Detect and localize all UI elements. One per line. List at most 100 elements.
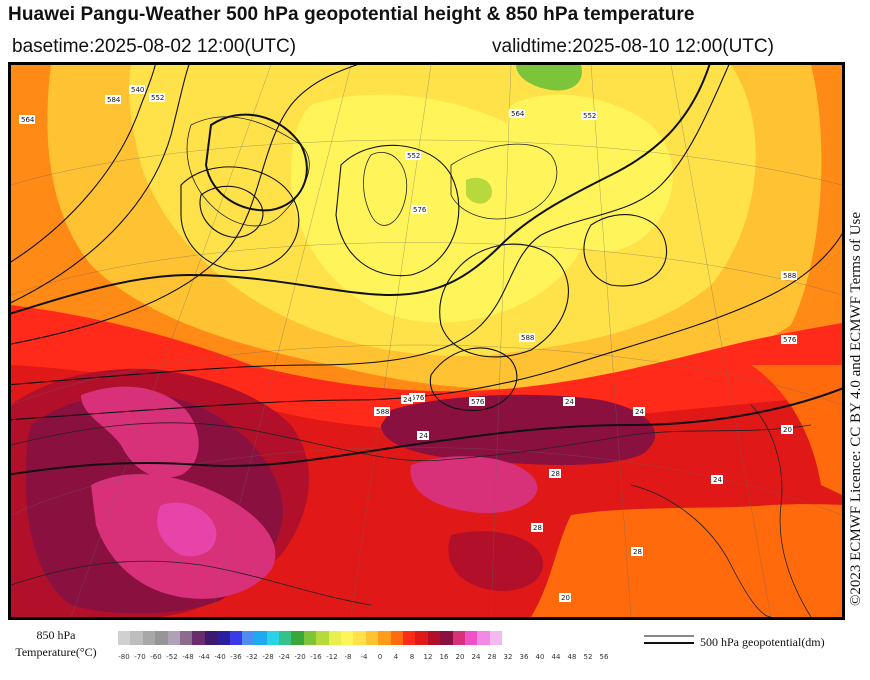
temp-label-7: 24 — [403, 396, 412, 404]
temp-label-6: 20 — [561, 594, 570, 602]
colorbar-tick-label: -16 — [310, 653, 322, 661]
colorbar-tick-label: 4 — [393, 653, 399, 661]
colorbar-tick-label: 28 — [487, 653, 497, 661]
height-label-12: 552 — [583, 112, 596, 120]
temp-label-9: 24 — [713, 476, 722, 484]
colorbar-swatch — [167, 631, 180, 645]
colorbar-swatch — [291, 631, 304, 645]
temp-label-1: 24 — [419, 432, 428, 440]
temp-field-magenta — [157, 502, 217, 557]
colorbar-tick-label: -40 — [214, 653, 226, 661]
height-labels: 588 576 588 564 552 540 552 576 588 564 … — [19, 85, 797, 416]
colorbar-swatch — [328, 631, 342, 645]
licence-text: ©2023 ECMWF Licence: CC BY 4.0 and ECMWF… — [848, 211, 864, 606]
colorbar-swatch — [378, 631, 391, 645]
colorbar-tick-label: 8 — [409, 653, 415, 661]
colorbar-tick-label: 32 — [503, 653, 513, 661]
temp-field-orange-south — [531, 504, 842, 617]
height-contours — [11, 65, 842, 421]
colorbar-swatch — [217, 631, 230, 645]
forecast-map: 588 576 588 564 552 540 552 576 588 564 … — [8, 62, 845, 620]
colorbar-swatch — [489, 631, 503, 645]
height-label-13: 576 — [411, 394, 425, 402]
height-label-7: 552 — [407, 152, 420, 160]
temp-label-10: 28 — [633, 548, 642, 556]
colorbar-swatch — [341, 631, 354, 645]
temp-field-maroon-east — [381, 394, 656, 465]
temp-labels: 24 24 24 28 28 20 24 20 24 28 — [401, 395, 793, 602]
temp-field-green-2 — [466, 177, 492, 204]
colorbar-swatch — [179, 631, 193, 645]
colorbar-tick-label: -52 — [166, 653, 178, 661]
colorbar-tick-label: -4 — [360, 653, 368, 661]
height-label-1: 588 — [376, 408, 389, 416]
legend-title-line2: Temperature(°C) — [15, 645, 97, 659]
colorbar-tick-label: 44 — [551, 653, 561, 661]
temp-field-pink — [81, 386, 199, 478]
temperature-colorbar — [118, 631, 503, 645]
colorbar-swatch — [415, 631, 428, 645]
colorbar-tick-label: -80 — [118, 653, 130, 661]
colorbar-swatch — [365, 631, 379, 645]
colorbar-tick-label: 0 — [377, 653, 383, 661]
colorbar-ticks: -80 -70 -60 -52 -48 -44 -40 -36 -32 -28 -24 -20 -16-… — [112, 653, 622, 665]
colorbar-tick-label: -12 — [326, 653, 338, 661]
contour-key-label: 500 hPa geopotential(dm) — [700, 635, 825, 649]
legend-title: 850 hPa Temperature(°C) — [6, 627, 106, 661]
colorbar-tick-label: -48 — [182, 653, 194, 661]
colorbar-swatch — [266, 631, 280, 645]
height-label-14: 584 — [107, 96, 121, 104]
colorbar-swatch — [464, 631, 478, 645]
colorbar-swatch — [440, 631, 453, 645]
colorbar-swatch — [142, 631, 156, 645]
colorbar-tick-label: -44 — [198, 653, 210, 661]
temp-label-4: 28 — [551, 470, 560, 478]
colorbar-swatch — [303, 631, 317, 645]
height-label-2: 576 — [471, 398, 485, 406]
temp-field-green — [516, 65, 582, 91]
colorbar-tick-label: 24 — [471, 653, 481, 661]
colorbar-tick-label: -70 — [134, 653, 146, 661]
validtime-label: validtime:2025-08-10 12:00(UTC) — [492, 36, 774, 57]
temp-field-pink-east — [410, 456, 538, 514]
height-label-3: 588 — [521, 334, 534, 342]
colorbar-swatch — [279, 631, 292, 645]
colorbar-swatch — [452, 631, 465, 645]
height-label-9: 588 — [783, 272, 796, 280]
height-label-4: 564 — [511, 110, 525, 118]
colorbar-tick-label: -8 — [344, 653, 352, 661]
height-contours-bold — [11, 65, 842, 476]
legend-title-line1: 850 hPa — [36, 628, 76, 642]
colorbar-swatch — [254, 631, 267, 645]
colorbar-swatch — [316, 631, 329, 645]
colorbar-tick-label: -32 — [246, 653, 258, 661]
colorbar-tick-label: 40 — [535, 653, 545, 661]
height-label-8: 576 — [413, 206, 427, 214]
colorbar-tick-label: 20 — [455, 653, 465, 661]
temp-field-light-yellow-2 — [507, 94, 673, 252]
height-label-5: 552 — [151, 94, 164, 102]
chart-title: Huawei Pangu-Weather 500 hPa geopotentia… — [8, 4, 695, 25]
height-label-6: 540 — [131, 86, 144, 94]
colorbar-tick-label: 12 — [423, 653, 433, 661]
colorbar-swatch — [390, 631, 403, 645]
colorbar-swatch — [402, 631, 416, 645]
colorbar-swatch — [118, 631, 131, 645]
basetime-label: basetime:2025-08-02 12:00(UTC) — [12, 36, 297, 57]
colorbar-swatch — [229, 631, 242, 645]
colorbar-swatch — [155, 631, 168, 645]
temp-label-8: 20 — [783, 426, 792, 434]
coastlines — [11, 116, 812, 617]
temp-label-3: 24 — [635, 408, 644, 416]
colorbar-swatch — [427, 631, 441, 645]
temp-field-maroon-south — [448, 531, 543, 591]
contour-key-icon — [644, 635, 694, 644]
height-label-11: 576 — [783, 336, 797, 344]
temp-label-2: 24 — [565, 398, 574, 406]
colorbar-tick-label: -28 — [262, 653, 274, 661]
colorbar-swatch — [204, 631, 218, 645]
map-svg: 588 576 588 564 552 540 552 576 588 564 … — [11, 65, 842, 617]
colorbar-swatch — [130, 631, 143, 645]
colorbar-tick-label: -20 — [294, 653, 306, 661]
height-label-10: 564 — [21, 116, 35, 124]
